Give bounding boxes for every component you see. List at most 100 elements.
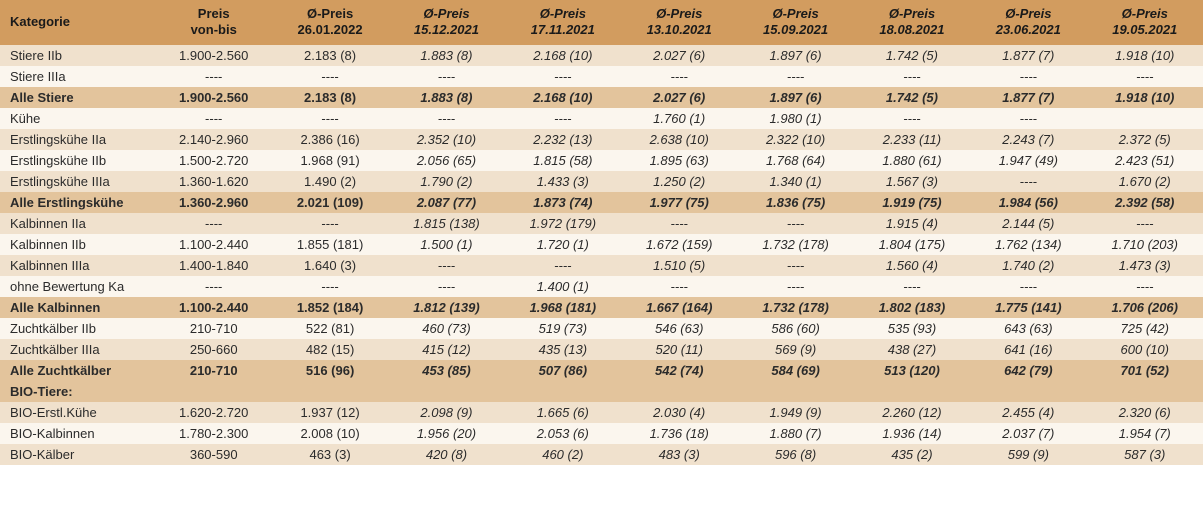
cell-value: 1.665 (6) — [505, 402, 621, 423]
cell-value: 519 (73) — [505, 318, 621, 339]
cell-value: 535 (93) — [854, 318, 970, 339]
cell-value: 1.852 (184) — [272, 297, 388, 318]
cell-value: 513 (120) — [854, 360, 970, 381]
cell-value: 1.977 (75) — [621, 192, 737, 213]
cell-value: 2.322 (10) — [737, 129, 853, 150]
cell-value: 1.360-1.620 — [156, 171, 272, 192]
col-header-line2: 23.06.2021 — [976, 22, 1080, 38]
cell-category: Kalbinnen IIa — [0, 213, 156, 234]
cell-value: 1.510 (5) — [621, 255, 737, 276]
cell-value: 599 (9) — [970, 444, 1086, 465]
cell-value — [156, 381, 272, 402]
cell-value: 420 (8) — [388, 444, 504, 465]
cell-value: 1.918 (10) — [1087, 45, 1203, 66]
cell-value: 438 (27) — [854, 339, 970, 360]
cell-value: ---- — [272, 66, 388, 87]
cell-value: 1.400-1.840 — [156, 255, 272, 276]
cell-value: 1.340 (1) — [737, 171, 853, 192]
cell-value: 1.740 (2) — [970, 255, 1086, 276]
cell-value: 1.100-2.440 — [156, 234, 272, 255]
cell-value — [1087, 381, 1203, 402]
cell-value: ---- — [388, 255, 504, 276]
cell-value: ---- — [1087, 66, 1203, 87]
col-header-line1: Ø-Preis — [627, 6, 731, 22]
col-header-category: Kategorie — [0, 0, 156, 45]
cell-value: 520 (11) — [621, 339, 737, 360]
cell-value: 586 (60) — [737, 318, 853, 339]
cell-value: 2.423 (51) — [1087, 150, 1203, 171]
table-row: Erstlingskühe IIIa1.360-1.6201.490 (2)1.… — [0, 171, 1203, 192]
cell-value: 2.098 (9) — [388, 402, 504, 423]
cell-value: 507 (86) — [505, 360, 621, 381]
cell-value: 2.232 (13) — [505, 129, 621, 150]
table-row: Alle Zuchtkälber210-710516 (96)453 (85)5… — [0, 360, 1203, 381]
cell-value: ---- — [156, 66, 272, 87]
table-row: Erstlingskühe IIa2.140-2.9602.386 (16)2.… — [0, 129, 1203, 150]
col-header-5: Ø-Preis13.10.2021 — [621, 0, 737, 45]
cell-category: Kalbinnen IIIa — [0, 255, 156, 276]
col-header-line1: Preis — [162, 6, 266, 22]
cell-value: 1.732 (178) — [737, 297, 853, 318]
cell-value: 415 (12) — [388, 339, 504, 360]
cell-value: ---- — [621, 213, 737, 234]
table-row: Alle Kalbinnen1.100-2.4401.852 (184)1.81… — [0, 297, 1203, 318]
cell-value: 2.037 (7) — [970, 423, 1086, 444]
cell-value: 1.100-2.440 — [156, 297, 272, 318]
cell-value: 725 (42) — [1087, 318, 1203, 339]
col-header-8: Ø-Preis23.06.2021 — [970, 0, 1086, 45]
cell-value: ---- — [156, 213, 272, 234]
cell-value: ---- — [388, 66, 504, 87]
cell-value: 1.812 (139) — [388, 297, 504, 318]
cell-value: 1.760 (1) — [621, 108, 737, 129]
table-row: ohne Bewertung Ka------------1.400 (1)--… — [0, 276, 1203, 297]
cell-value — [970, 381, 1086, 402]
cell-category: Alle Erstlingskühe — [0, 192, 156, 213]
cell-value: 2.392 (58) — [1087, 192, 1203, 213]
price-table: KategoriePreisvon-bisØ-Preis26.01.2022Ø-… — [0, 0, 1203, 465]
col-header-1: Preisvon-bis — [156, 0, 272, 45]
col-header-line2: von-bis — [162, 22, 266, 38]
cell-value: 210-710 — [156, 318, 272, 339]
cell-value: 1.768 (64) — [737, 150, 853, 171]
cell-value: 2.260 (12) — [854, 402, 970, 423]
cell-value: 2.372 (5) — [1087, 129, 1203, 150]
cell-value: 1.640 (3) — [272, 255, 388, 276]
cell-value: 1.880 (61) — [854, 150, 970, 171]
col-header-line1: Ø-Preis — [511, 6, 615, 22]
col-header-line2: 19.05.2021 — [1093, 22, 1197, 38]
cell-value: 542 (74) — [621, 360, 737, 381]
cell-value: 584 (69) — [737, 360, 853, 381]
table-row: Stiere IIb1.900-2.5602.183 (8)1.883 (8)2… — [0, 45, 1203, 66]
table-row: Alle Erstlingskühe1.360-2.9602.021 (109)… — [0, 192, 1203, 213]
cell-value: ---- — [970, 171, 1086, 192]
cell-value: ---- — [388, 108, 504, 129]
col-header-line1: Ø-Preis — [1093, 6, 1197, 22]
cell-value: 1.949 (9) — [737, 402, 853, 423]
cell-category: Alle Kalbinnen — [0, 297, 156, 318]
cell-value: 2.320 (6) — [1087, 402, 1203, 423]
cell-value: 596 (8) — [737, 444, 853, 465]
cell-value: ---- — [156, 276, 272, 297]
cell-category: Erstlingskühe IIb — [0, 150, 156, 171]
cell-value: 1.883 (8) — [388, 45, 504, 66]
cell-value: ---- — [854, 108, 970, 129]
cell-value: 1.804 (175) — [854, 234, 970, 255]
table-header: KategoriePreisvon-bisØ-Preis26.01.2022Ø-… — [0, 0, 1203, 45]
cell-value: 642 (79) — [970, 360, 1086, 381]
table-row: BIO-Tiere: — [0, 381, 1203, 402]
col-header-3: Ø-Preis15.12.2021 — [388, 0, 504, 45]
table-row: Zuchtkälber IIb210-710522 (81)460 (73)51… — [0, 318, 1203, 339]
col-header-line1: Ø-Preis — [278, 6, 382, 22]
cell-value: 1.815 (58) — [505, 150, 621, 171]
cell-value: 1.762 (134) — [970, 234, 1086, 255]
cell-value: 435 (13) — [505, 339, 621, 360]
cell-value: ---- — [272, 276, 388, 297]
cell-value: 1.500-2.720 — [156, 150, 272, 171]
col-header-line2: 15.12.2021 — [394, 22, 498, 38]
cell-category: BIO-Tiere: — [0, 381, 156, 402]
table-row: Kalbinnen IIa--------1.815 (138)1.972 (1… — [0, 213, 1203, 234]
table-row: Kalbinnen IIIa1.400-1.8401.640 (3)------… — [0, 255, 1203, 276]
cell-value: 1.790 (2) — [388, 171, 504, 192]
cell-value — [505, 381, 621, 402]
cell-category: Kalbinnen IIb — [0, 234, 156, 255]
